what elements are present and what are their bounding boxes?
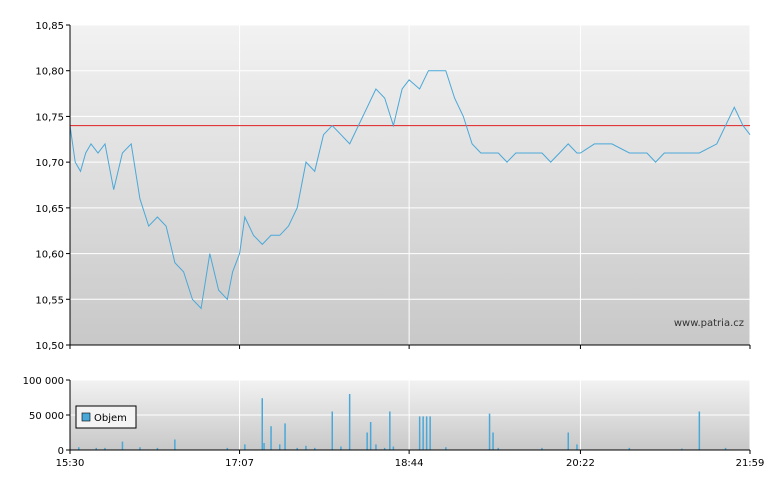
volume-bar — [366, 432, 368, 450]
volume-bar — [698, 411, 701, 450]
volume-bar — [263, 443, 265, 450]
price-y-tick-labels: 10,85 10,80 10,75 10,70 10,65 10,60 10,55 10,50 — [35, 21, 70, 352]
volume-panel: 100 000 50 000 0 15:30 17:07 18:44 20:22 21:59… — [23, 376, 765, 469]
volume-bar — [369, 422, 372, 450]
volume-y-tick-label: 50 000 — [29, 411, 64, 422]
volume-bar — [429, 416, 431, 450]
price-y-tick-label: 10,65 — [35, 204, 64, 215]
volume-bar — [340, 446, 342, 450]
volume-bar — [104, 447, 106, 450]
volume-bar — [576, 444, 578, 450]
volume-bar — [284, 423, 286, 450]
price-y-tick-label: 10,75 — [35, 112, 64, 123]
volume-bar — [724, 447, 727, 450]
x-tick-label: 21:59 — [736, 458, 765, 469]
volume-bar — [139, 447, 141, 450]
volume-bar — [425, 416, 428, 450]
price-y-tick-label: 10,80 — [35, 67, 64, 78]
price-panel: 10,85 10,80 10,75 10,70 10,65 10,60 10,55 10,50… — [35, 21, 751, 352]
price-y-tick-label: 10,60 — [35, 250, 64, 261]
volume-bar — [279, 444, 281, 450]
watermark: www.patria.cz — [674, 318, 744, 329]
volume-bar — [488, 413, 491, 450]
volume-bar — [305, 445, 307, 450]
volume-bar — [445, 447, 447, 450]
volume-bar — [331, 411, 333, 450]
volume-bar — [348, 394, 351, 450]
price-y-tick-label: 10,70 — [35, 158, 64, 169]
legend-box — [75, 405, 137, 429]
volume-y-tick-label: 100 000 — [23, 376, 64, 387]
volume-bar — [261, 398, 263, 450]
volume-bar — [681, 448, 683, 450]
price-y-tick-label: 10,55 — [35, 295, 64, 306]
volume-bar — [492, 432, 494, 450]
volume-bar — [121, 441, 124, 450]
legend-label: Objem — [94, 413, 127, 424]
volume-bar — [78, 447, 80, 450]
volume-bar — [95, 447, 97, 450]
x-tick-label: 17:07 — [225, 458, 254, 469]
volume-legend: Objem — [75, 405, 137, 429]
volume-bar — [270, 426, 272, 450]
price-grid — [69, 24, 751, 346]
price-y-tick-label: 10,85 — [35, 21, 64, 32]
volume-y-tick-labels: 100 000 50 000 0 — [23, 376, 70, 457]
volume-bar — [392, 446, 395, 450]
x-tick-labels: 15:30 17:07 18:44 20:22 21:59 — [56, 450, 765, 469]
volume-bar — [226, 447, 229, 450]
volume-y-tick-label: 0 — [58, 446, 64, 457]
volume-bar — [497, 447, 499, 450]
price-axes — [69, 25, 751, 349]
volume-bars — [78, 394, 727, 450]
x-tick-label: 18:44 — [395, 458, 424, 469]
volume-bar — [174, 439, 176, 450]
legend-swatch — [81, 412, 91, 422]
volume-bar — [244, 444, 246, 450]
volume-bar — [567, 432, 569, 450]
volume-bar — [383, 447, 386, 450]
volume-bar — [628, 447, 631, 450]
volume-bar — [541, 447, 543, 450]
volume-bar — [375, 444, 377, 450]
price-y-tick-label: 10,50 — [35, 341, 64, 352]
price-plot-area — [70, 25, 750, 345]
price-series-line — [69, 70, 751, 310]
volume-bar — [314, 447, 316, 450]
x-tick-label: 20:22 — [566, 458, 595, 469]
volume-bar — [422, 416, 424, 450]
x-tick-label: 15:30 — [56, 458, 85, 469]
volume-bar — [156, 447, 159, 450]
volume-bar — [418, 416, 421, 450]
volume-bar — [296, 447, 298, 450]
volume-bar — [389, 411, 391, 450]
